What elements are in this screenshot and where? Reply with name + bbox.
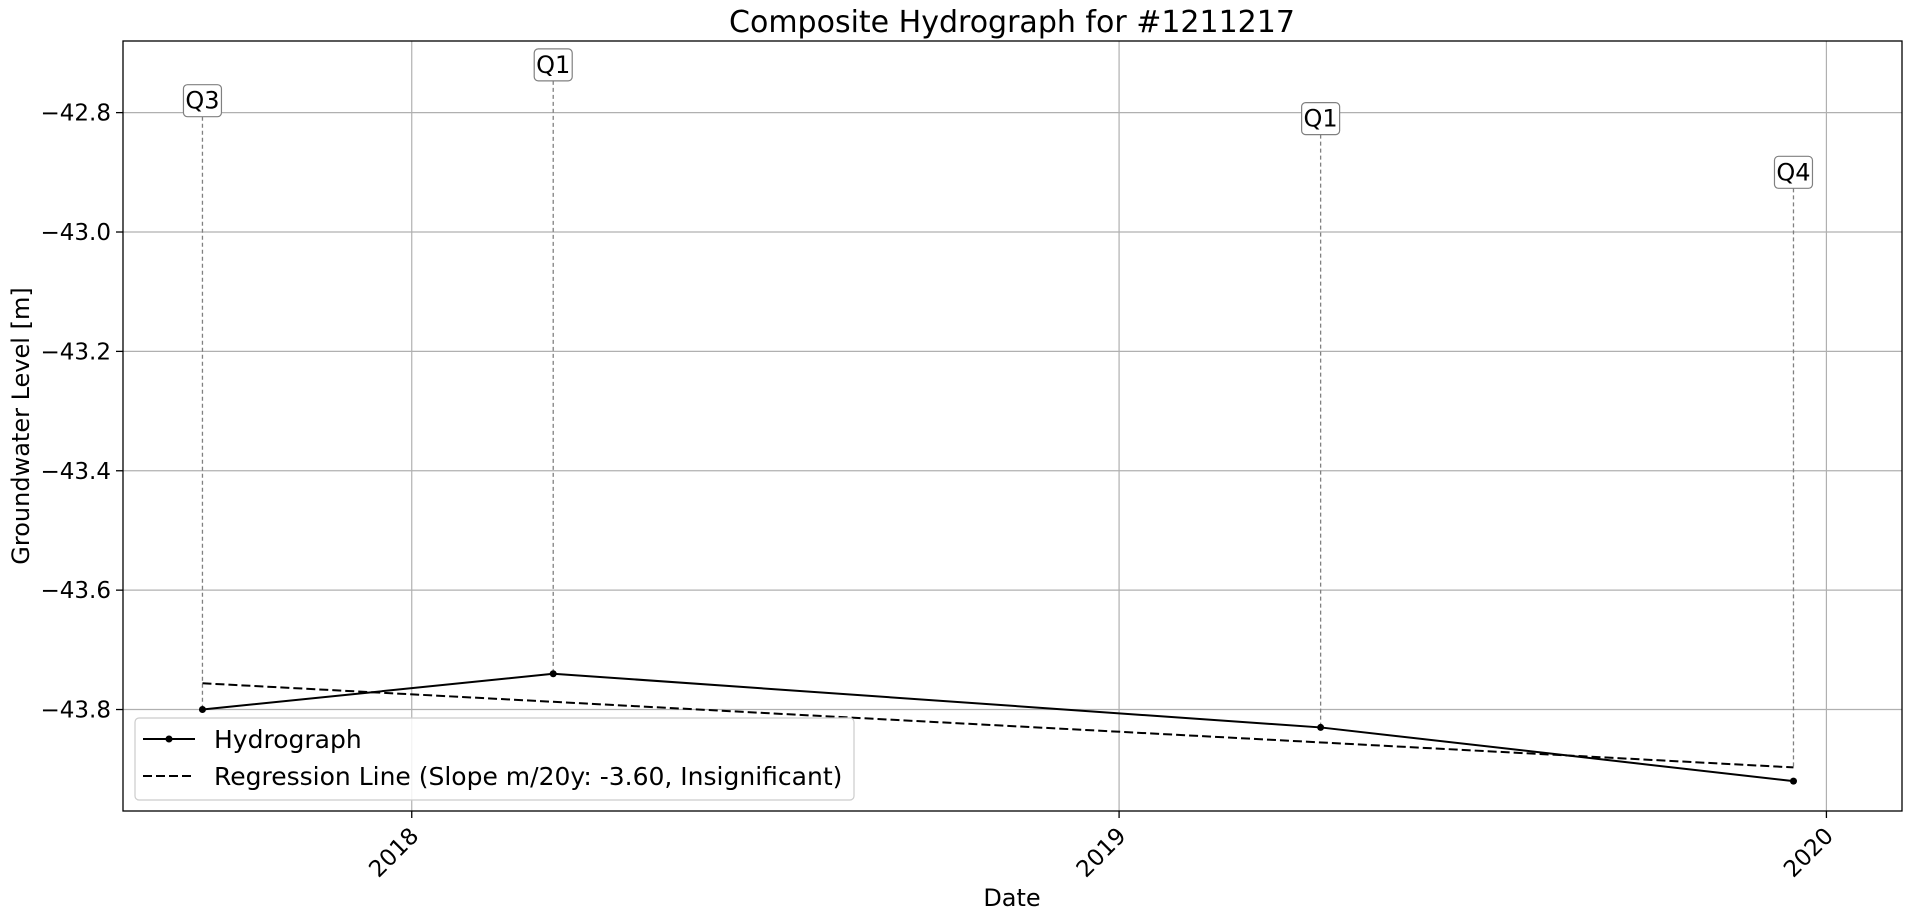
x-axis-ticks: 2018 2019 2020 xyxy=(364,811,1839,883)
y-tick-label: −43.6 xyxy=(41,578,111,604)
annotation-box xyxy=(533,48,573,82)
y-tick-label: −43.4 xyxy=(41,459,111,485)
annotation-label: Q4 xyxy=(1776,158,1810,186)
annotation-lines xyxy=(201,80,1795,768)
y-tick-label: −43.2 xyxy=(41,339,111,365)
annotation-box xyxy=(1773,155,1814,189)
x-tick-label: 2018 xyxy=(364,823,424,883)
hydrograph-point xyxy=(198,706,206,714)
y-tick-label: −42.8 xyxy=(41,101,111,127)
legend-entry: Regression Line (Slope m/20y: -3.60, Ins… xyxy=(214,762,842,791)
y-axis-ticks: −42.8 −43.0 −43.2 −43.4 −43.6 −43.8 xyxy=(41,101,123,724)
hydrograph-point xyxy=(549,670,557,678)
hydrograph-point xyxy=(1317,723,1325,731)
legend-entry: Hydrograph xyxy=(214,725,362,754)
annotation-box xyxy=(1301,101,1341,136)
y-tick-label: −43.8 xyxy=(41,698,111,724)
grid-lines xyxy=(123,41,1902,811)
y-axis-label: Groundwater Level [m] xyxy=(7,287,35,564)
annotation-label: Q1 xyxy=(1304,105,1338,133)
x-axis-label: Date xyxy=(983,884,1040,912)
regression-line xyxy=(202,682,1794,769)
x-tick-label: 2019 xyxy=(1072,823,1132,883)
annotation-label: Q3 xyxy=(185,87,219,115)
annotation-label: Q1 xyxy=(536,51,570,79)
legend-frame xyxy=(134,717,855,801)
y-tick-label: −43.0 xyxy=(41,220,111,246)
series-lines xyxy=(198,670,1797,785)
chart-title: Composite Hydrograph for #1211217 xyxy=(729,5,1295,40)
x-tick-label: 2020 xyxy=(1779,823,1839,883)
annotation-labels: Q3 Q1 Q1 Q4 xyxy=(182,48,1814,189)
annotation-box xyxy=(182,84,223,118)
hydrograph-point xyxy=(1789,777,1797,785)
plot-area-frame xyxy=(122,40,1903,812)
legend-marker xyxy=(165,735,173,743)
legend: Hydrograph Regression Line (Slope m/20y: … xyxy=(134,717,855,801)
